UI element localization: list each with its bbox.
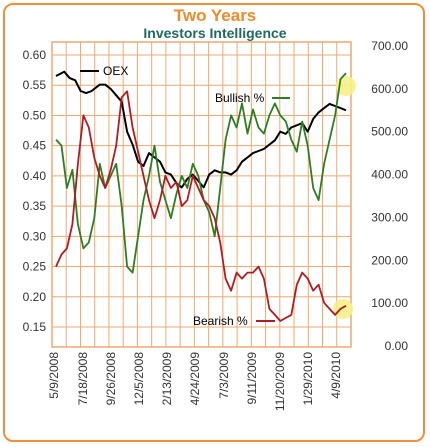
chart-title: Two Years (173, 6, 257, 25)
plot-border (51, 41, 352, 348)
x-tick-label: 7/3/2009 (217, 352, 231, 399)
x-tick-label: 12/5/2008 (132, 352, 146, 406)
x-tick-label: 9/11/2009 (245, 352, 259, 405)
y-left-tick-label: 0.30 (23, 229, 47, 243)
x-tick-label: 4/9/2010 (329, 352, 343, 399)
y-left-tick-label: 0.20 (23, 290, 47, 304)
legend-bearish-label: Bearish % (193, 314, 248, 328)
legend-bullish-label: Bullish % (215, 91, 265, 105)
y-left-tick-label: 0.45 (23, 139, 47, 153)
y-left-tick-label: 0.60 (23, 48, 47, 62)
y-right-tick-label: 100.00 (371, 296, 408, 310)
y-left-tick-label: 0.25 (23, 260, 47, 274)
y-left-tick-label: 0.50 (23, 108, 47, 122)
x-tick-label: 2/13/2009 (160, 352, 174, 406)
x-tick-label: 4/24/2009 (188, 352, 202, 406)
y-right-tick-label: 500.00 (371, 125, 408, 139)
y-right-tick-label: 200.00 (371, 253, 408, 267)
series-line-bearish (55, 90, 347, 322)
highlight-marker (333, 299, 353, 319)
x-tick-label: 7/18/2008 (76, 352, 90, 406)
y-right-tick-label: 400.00 (371, 168, 408, 182)
x-tick-label: 1/29/2010 (301, 352, 315, 406)
y-right-tick-label: 700.00 (371, 39, 408, 53)
y-left-tick-label: 0.40 (23, 169, 47, 183)
y-left-tick-label: 0.35 (23, 199, 47, 213)
y-right-tick-label: 300.00 (371, 210, 408, 224)
series-line-oex (55, 70, 347, 189)
x-tick-label: 9/26/2008 (104, 352, 118, 406)
y-left-tick-label: 0.55 (23, 78, 47, 92)
legend-oex-label: OEX (103, 64, 128, 78)
y-left-tick-label: 0.15 (23, 320, 47, 334)
chart-subtitle: Investors Intelligence (143, 25, 287, 41)
y-right-tick-label: 0.00 (385, 339, 409, 353)
x-tick-label: 11/20/2009 (273, 352, 287, 411)
y-right-tick-label: 600.00 (371, 82, 408, 96)
x-tick-label: 5/9/2008 (47, 352, 61, 399)
